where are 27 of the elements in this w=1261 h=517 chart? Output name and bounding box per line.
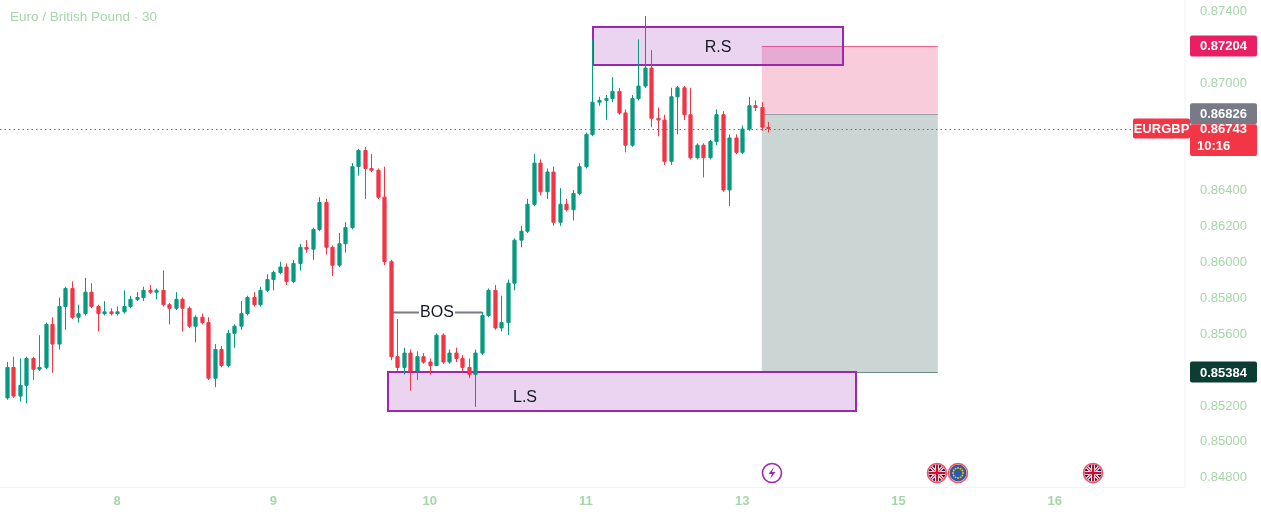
annotation: L.S (512, 387, 538, 405)
y-tick-label: 0.85384 (1200, 364, 1248, 380)
x-tick-label: 10 (422, 492, 437, 508)
y-tick-label: 0.86400 (1200, 182, 1247, 198)
x-tick-label: 8 (113, 492, 121, 508)
x-tick-label: 13 (735, 492, 750, 508)
y-tick-label: 0.84800 (1200, 469, 1247, 485)
x-tick-label: 9 (269, 492, 278, 508)
y-tick-label: 0.86743 (1200, 121, 1247, 137)
text: 10:16 (1197, 138, 1231, 154)
y-tick-label: 0.85600 (1200, 325, 1247, 341)
y-tick-label: 0.86000 (1200, 254, 1247, 270)
y-tick-label: 0.85800 (1200, 290, 1247, 306)
y-tick-label: 0.87400 (1200, 3, 1247, 19)
x-tick-label: 16 (1047, 492, 1063, 508)
y-tick-label: 0.85000 (1200, 433, 1247, 449)
text: Euro / British Pound · 30 (10, 8, 158, 24)
y-tick-label: 0.86826 (1200, 106, 1247, 122)
ref-line-label: EURGBP (1133, 121, 1190, 137)
y-tick-label: 0.85200 (1200, 397, 1247, 413)
x-tick-label: 15 (891, 492, 906, 508)
y-tick-label: 0.87000 (1200, 74, 1247, 90)
annotation: R.S (704, 37, 732, 55)
x-tick-label: 11 (579, 492, 593, 508)
y-tick-label: 0.86200 (1200, 218, 1247, 234)
y-tick-label: 0.87204 (1200, 38, 1248, 54)
ref-line-label: BOS (420, 303, 454, 321)
